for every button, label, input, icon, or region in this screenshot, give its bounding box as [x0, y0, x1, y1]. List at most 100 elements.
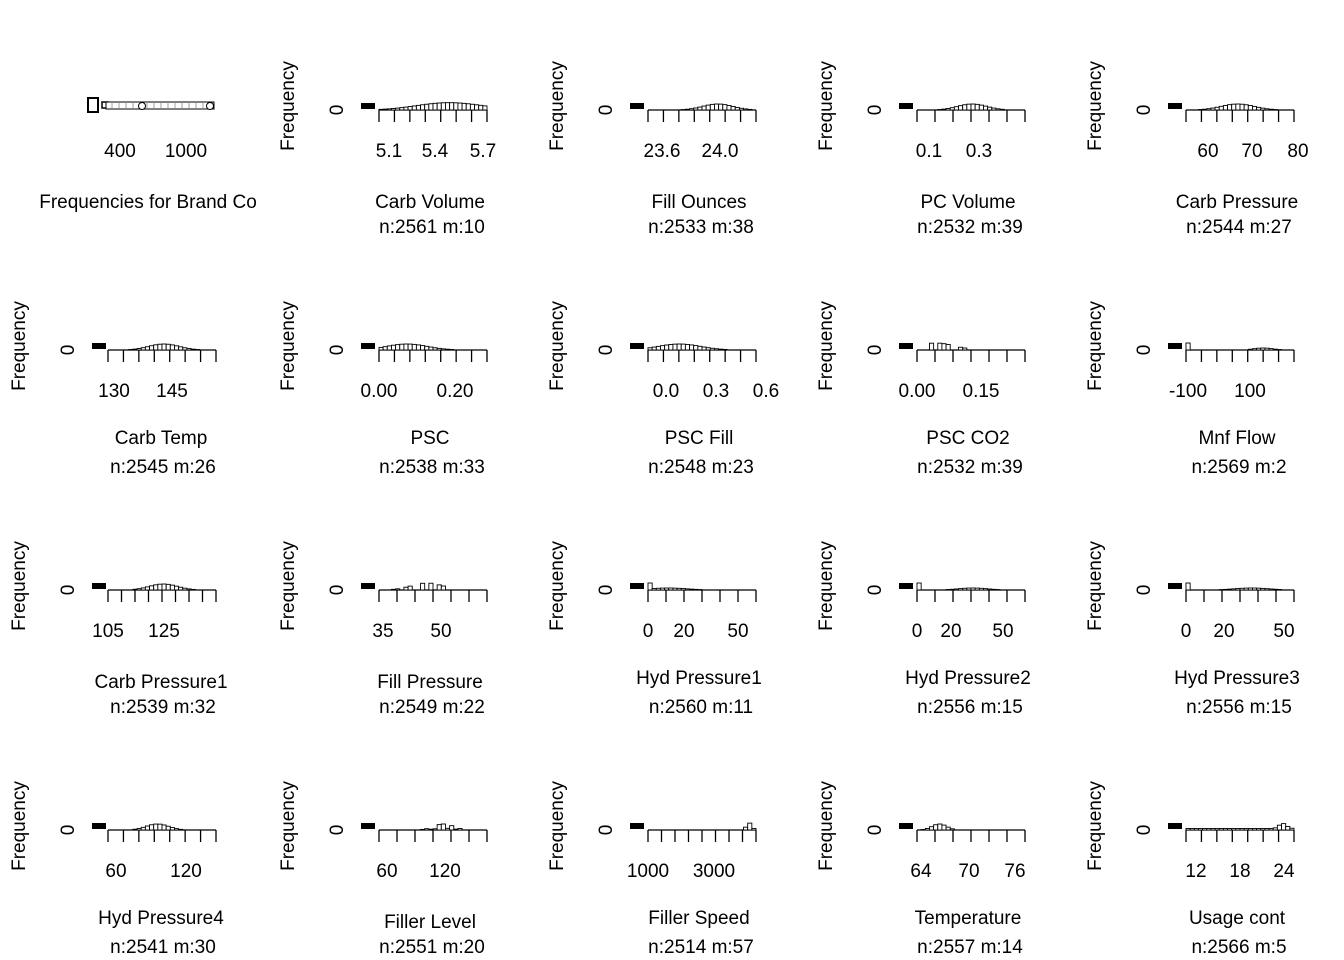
histogram-bar — [445, 348, 451, 351]
histogram-bar — [169, 584, 175, 591]
histogram-bar — [693, 107, 699, 111]
tick-label: 80 — [1287, 141, 1308, 162]
tick-label: 76 — [1004, 861, 1025, 882]
histogram-bar — [1252, 348, 1258, 351]
histogram-bar — [949, 588, 955, 591]
histogram-bar — [1264, 828, 1270, 831]
histogram-bar — [709, 103, 715, 111]
histogram-bar — [140, 826, 146, 831]
histogram-bar — [136, 828, 142, 831]
histogram-bar — [1247, 105, 1253, 111]
tick-label: 1000 — [165, 141, 207, 162]
histogram-bar — [1231, 828, 1237, 831]
histogram-panel: Frequency 0 0 20 50 Hyd Pressure2 n:2556 m:15 — [816, 541, 1031, 718]
tick-label: 1000 — [627, 861, 669, 882]
histogram-bar — [190, 588, 196, 591]
histogram-bar — [668, 344, 674, 351]
histogram-bar — [436, 584, 442, 591]
tick-label: 0.1 — [916, 141, 942, 162]
histogram-bar — [743, 826, 749, 831]
panel-stats: n:2541 m:30 — [110, 937, 216, 958]
histogram-bar — [970, 587, 976, 591]
missing-bar — [1168, 583, 1182, 589]
histogram-bar — [655, 587, 661, 591]
histogram-bar — [958, 588, 964, 591]
panel-title: Filler Speed — [648, 908, 749, 929]
histogram-bar — [1214, 106, 1220, 111]
missing-bar — [1168, 103, 1182, 109]
tick-label: 0.00 — [899, 381, 936, 402]
histogram-bar — [676, 343, 682, 351]
histogram-bar — [1239, 828, 1245, 831]
histogram-bar — [660, 345, 666, 351]
histogram-bar — [1243, 104, 1249, 111]
histogram-bar — [440, 348, 446, 351]
histogram-bar — [1202, 828, 1208, 831]
histogram-bar — [1264, 108, 1270, 111]
histogram-bar — [718, 348, 724, 351]
histogram-bar — [1272, 588, 1278, 591]
panel-title: Carb Temp — [115, 428, 208, 449]
histogram-bar — [680, 343, 686, 351]
histogram-bar — [962, 587, 968, 591]
histogram-bar — [469, 103, 475, 111]
histogram-bar — [1222, 588, 1228, 591]
tick-label: 24 — [1273, 861, 1295, 882]
histogram-bar — [420, 582, 426, 591]
y-axis-label: Frequency — [816, 61, 837, 151]
missing-bar — [361, 103, 375, 109]
category-marker — [206, 102, 214, 110]
missing-bar — [630, 823, 644, 829]
histogram-bar — [165, 583, 171, 591]
histogram-bar — [161, 343, 167, 351]
y-zero-label: 0 — [1134, 345, 1155, 356]
panel-stats: n:2549 m:22 — [379, 697, 485, 718]
histogram-bar — [378, 108, 384, 111]
tick-label: 100 — [1234, 381, 1266, 402]
histogram-bar — [1281, 823, 1287, 831]
tick-label: 70 — [958, 861, 979, 882]
histogram-bar — [465, 103, 471, 111]
panel-title: Filler Level — [384, 912, 476, 933]
histogram-bar — [705, 347, 711, 351]
missing-bar — [630, 583, 644, 589]
histogram-bar — [1243, 587, 1249, 591]
histogram-panel: Frequency 0 0.00 0.20 PSC n:2538 m:33 — [278, 301, 488, 478]
histogram-bar — [987, 588, 993, 591]
y-zero-label: 0 — [1134, 105, 1155, 116]
histogram-bar — [941, 108, 947, 111]
histogram-bar — [1276, 824, 1282, 831]
y-zero-label: 0 — [327, 585, 348, 596]
histogram-bar — [453, 828, 459, 831]
panel-stats: n:2557 m:14 — [917, 937, 1023, 958]
tick-label: 20 — [1213, 621, 1234, 642]
histogram-bar — [391, 108, 397, 111]
histogram-bar — [132, 828, 138, 831]
missing-bar — [92, 583, 106, 589]
histogram-bar — [722, 104, 728, 111]
histogram-bar — [743, 108, 749, 111]
histogram-bar — [395, 588, 401, 591]
histogram-bar — [929, 826, 935, 831]
y-axis-label: Frequency — [816, 541, 837, 631]
panel-title: Carb Pressure — [1176, 192, 1299, 213]
missing-bar — [1168, 823, 1182, 829]
tick-label: 0.6 — [753, 381, 779, 402]
y-axis-label: Frequency — [278, 301, 299, 391]
histogram-bar — [1231, 103, 1237, 111]
histogram-bar — [165, 825, 171, 831]
panel-stats: n:2556 m:15 — [1186, 697, 1292, 718]
histogram-bar — [140, 347, 146, 351]
panel-stats: n:2532 m:39 — [917, 217, 1023, 238]
histogram-bar — [432, 347, 438, 351]
panel-stats: n:2548 m:23 — [648, 457, 754, 478]
tick-label: 50 — [992, 621, 1013, 642]
y-zero-label: 0 — [596, 585, 617, 596]
histogram-bar — [1272, 348, 1278, 351]
panel-title: PSC Fill — [665, 428, 734, 449]
y-zero-label: 0 — [865, 585, 886, 596]
histogram-bar — [420, 828, 426, 831]
histogram-bar — [1247, 348, 1253, 351]
histogram-bar — [395, 107, 401, 111]
y-zero-label: 0 — [1134, 585, 1155, 596]
